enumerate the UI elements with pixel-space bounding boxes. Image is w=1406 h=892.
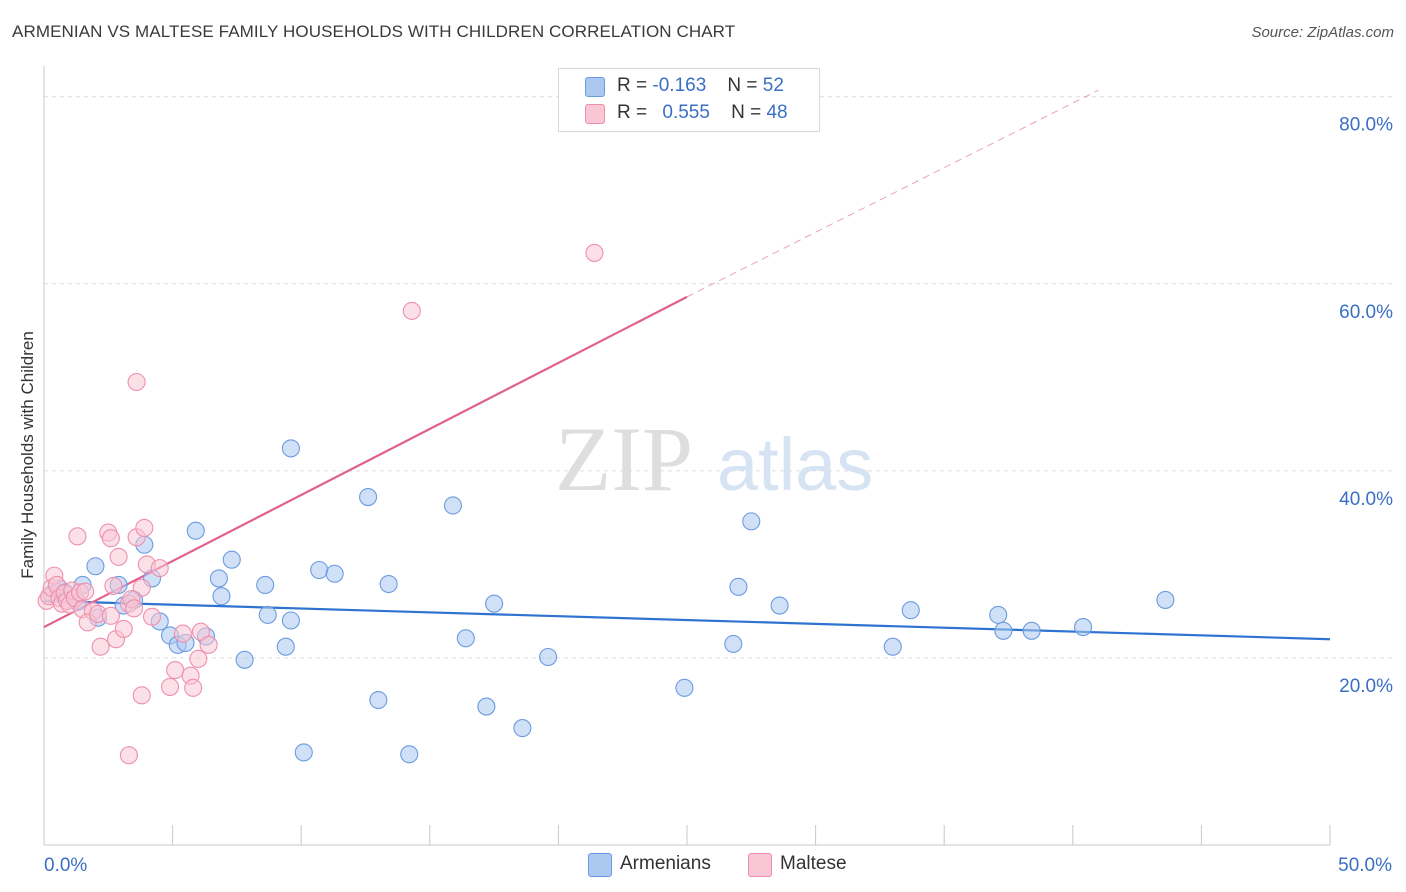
point-armenians	[1156, 590, 1175, 609]
point-maltese	[166, 661, 185, 680]
point-armenians	[310, 560, 329, 580]
y-tick-label: 40.0%	[1339, 489, 1393, 510]
point-maltese	[119, 746, 138, 765]
point-armenians	[400, 745, 419, 764]
point-armenians	[994, 621, 1013, 640]
correlation-legend: R = -0.163 N = 52 R = 0.555 N = 48	[558, 68, 820, 132]
point-armenians	[1074, 618, 1093, 637]
point-armenians	[456, 629, 475, 648]
legend-n-label: N =	[727, 75, 758, 96]
point-maltese	[199, 635, 218, 654]
point-maltese	[150, 559, 169, 578]
point-armenians	[901, 601, 920, 620]
point-maltese	[132, 686, 151, 705]
point-maltese	[184, 678, 203, 697]
point-armenians	[883, 637, 902, 656]
source-label: Source: ZipAtlas.com	[1251, 24, 1394, 41]
bottom-legend-swatch-armenians	[588, 853, 612, 877]
chart-title: ARMENIAN VS MALTESE FAMILY HOUSEHOLDS WI…	[12, 22, 736, 41]
legend-n-label: N =	[731, 102, 762, 123]
point-maltese	[585, 243, 604, 262]
point-armenians	[729, 577, 748, 596]
watermark: ZIP atlas	[555, 408, 873, 510]
gridlines	[44, 96, 1392, 659]
trend-line-armenians	[43, 599, 1331, 641]
watermark-atlas: atlas	[717, 423, 873, 506]
point-armenians	[256, 575, 275, 595]
point-armenians	[294, 743, 313, 762]
point-maltese	[142, 607, 162, 626]
legend-r-value-maltese: 0.555	[662, 102, 710, 123]
y-tick-label: 80.0%	[1339, 115, 1393, 136]
point-armenians	[477, 697, 496, 716]
point-maltese	[124, 599, 144, 618]
y-tick-label: 20.0%	[1339, 676, 1393, 697]
point-armenians	[513, 719, 532, 738]
point-maltese	[91, 637, 110, 656]
legend-swatch-maltese	[585, 104, 605, 124]
trend-line-maltese	[686, 89, 1099, 298]
legend-n-value-armenians: 52	[762, 75, 784, 96]
axes	[43, 66, 1331, 846]
point-armenians	[989, 605, 1008, 624]
point-maltese	[189, 649, 208, 668]
point-armenians	[186, 521, 205, 540]
point-maltese	[132, 578, 151, 597]
point-armenians	[539, 647, 558, 667]
point-armenians	[209, 569, 228, 588]
legend-r-label: R =	[617, 75, 648, 96]
point-armenians	[281, 439, 300, 458]
x-tick-label: 0.0%	[44, 855, 87, 876]
tick-labels: 20.0% 40.0% 60.0% 80.0% 0.0% 50.0%	[44, 115, 1393, 876]
point-armenians	[222, 550, 241, 569]
point-armenians	[742, 512, 761, 531]
point-maltese	[173, 624, 192, 643]
point-armenians	[770, 596, 789, 615]
point-armenians	[212, 587, 231, 606]
point-maltese	[402, 301, 421, 320]
data-points	[37, 243, 1175, 765]
x-tick-label: 50.0%	[1338, 855, 1392, 876]
point-armenians	[675, 678, 694, 697]
point-maltese	[135, 518, 154, 537]
legend-n-value-maltese: 48	[766, 102, 788, 123]
point-armenians	[86, 557, 105, 576]
point-armenians	[276, 637, 295, 656]
watermark-zip: ZIP	[555, 408, 693, 510]
point-armenians	[258, 605, 277, 624]
point-maltese	[109, 547, 128, 566]
point-maltese	[114, 619, 133, 638]
point-armenians	[724, 634, 743, 653]
point-armenians	[325, 564, 344, 583]
legend-r-value-armenians: -0.163	[652, 75, 707, 96]
point-armenians	[359, 487, 378, 507]
point-armenians	[379, 574, 398, 594]
bottom-legend-swatch-maltese	[748, 853, 772, 877]
point-maltese	[101, 529, 120, 548]
point-maltese	[68, 527, 87, 546]
legend-r-label: R =	[617, 102, 648, 123]
point-armenians	[1022, 621, 1041, 640]
point-maltese	[101, 606, 120, 625]
legend-swatch-armenians	[585, 77, 605, 97]
point-maltese	[104, 576, 123, 595]
point-armenians	[235, 650, 254, 669]
point-armenians	[281, 611, 300, 630]
point-armenians	[443, 496, 462, 515]
point-maltese	[76, 582, 95, 601]
point-maltese	[127, 372, 146, 392]
point-armenians	[485, 594, 504, 613]
bottom-legend-label-armenians: Armenians	[620, 853, 711, 874]
point-maltese	[160, 677, 180, 696]
point-armenians	[369, 690, 388, 710]
y-tick-label: 60.0%	[1339, 302, 1393, 323]
bottom-legend-label-maltese: Maltese	[780, 853, 847, 874]
